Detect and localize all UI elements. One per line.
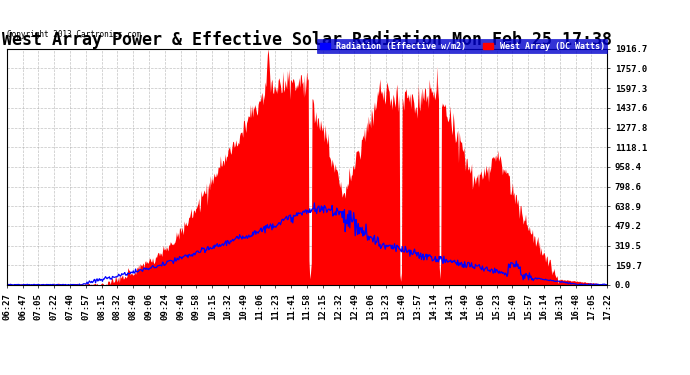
Legend: Radiation (Effective w/m2), West Array (DC Watts): Radiation (Effective w/m2), West Array (…	[317, 39, 607, 53]
Text: Copyright 2013 Cartronics.com: Copyright 2013 Cartronics.com	[7, 30, 141, 39]
Title: West Array Power & Effective Solar Radiation Mon Feb 25 17:38: West Array Power & Effective Solar Radia…	[2, 30, 612, 49]
